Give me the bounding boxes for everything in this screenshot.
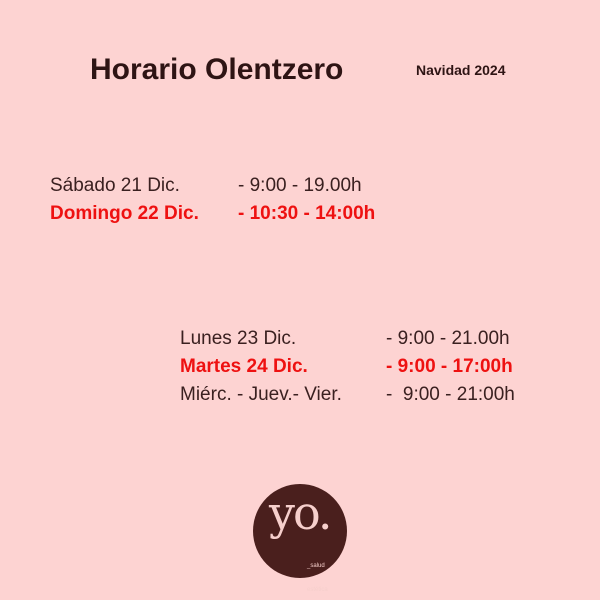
logo-mark: yo. [269,486,332,540]
brand-logo: yo. _salud estética [253,484,347,593]
page-subtitle: Navidad 2024 [416,62,506,78]
schedule-day: Sábado 21 Dic. [50,175,180,196]
page-title: Horario Olentzero [90,53,344,86]
schedule-hours: - 9:00 - 19.00h [238,175,362,196]
schedule-hours: - 9:00 - 21:00h [386,384,515,405]
logo-line2: estética [307,587,328,593]
schedule-row: Sábado 21 Dic. - 9:00 - 19.00h [50,172,375,200]
schedule-group-week: Lunes 23 Dic. - 9:00 - 21.00h Martes 24 … [180,325,515,409]
schedule-row: Lunes 23 Dic. - 9:00 - 21.00h [180,325,515,353]
schedule-day-highlight: Domingo 22 Dic. [50,203,199,224]
logo-tagline: _salud estética [307,546,328,600]
schedule-day-highlight: Martes 24 Dic. [180,356,308,377]
schedule-day: Lunes 23 Dic. [180,328,297,349]
schedule-row: Miérc. - Juev.- Vier. - 9:00 - 21:00h [180,381,515,409]
schedule-day: Miérc. - Juev.- Vier. [180,384,342,405]
schedule-hours: - 9:00 - 21.00h [386,328,510,349]
schedule-hours-highlight: - 9:00 - 17:00h [386,356,513,377]
schedule-row-highlight: Martes 24 Dic. - 9:00 - 17:00h [180,353,515,381]
schedule-hours-highlight: - 10:30 - 14:00h [238,203,376,224]
schedule-row-highlight: Domingo 22 Dic. - 10:30 - 14:00h [50,200,375,228]
schedule-group-weekend: Sábado 21 Dic. - 9:00 - 19.00h Domingo 2… [50,172,375,228]
logo-line1: _salud [307,563,325,569]
